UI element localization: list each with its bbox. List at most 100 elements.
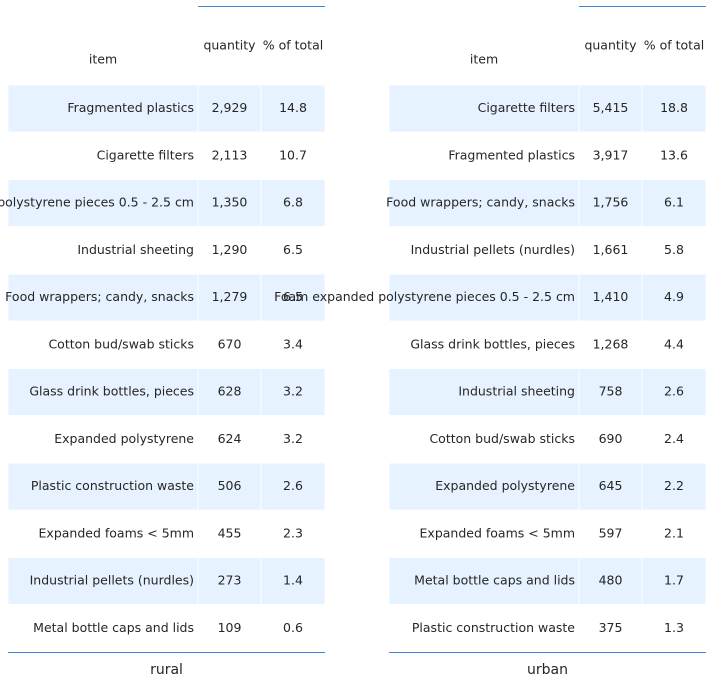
percent-value: 4.9 xyxy=(664,289,684,304)
item-label: Cotton bud/swab sticks xyxy=(429,431,575,446)
table-cell xyxy=(260,604,326,653)
percent-value: 14.8 xyxy=(279,100,307,115)
column-header: quantity xyxy=(584,38,637,53)
item-label: Expanded polystyrene xyxy=(435,478,575,493)
table-cell xyxy=(197,509,262,558)
table-cell xyxy=(197,557,262,606)
table-cell xyxy=(7,557,199,606)
item-label: Metal bottle caps and lids xyxy=(33,620,194,635)
table-cell xyxy=(260,462,326,511)
table-cell xyxy=(578,509,643,558)
table-cell xyxy=(7,226,199,275)
percent-value: 1.3 xyxy=(664,620,684,635)
table-cell xyxy=(197,462,262,511)
table-cell xyxy=(7,604,199,653)
table-cell xyxy=(197,226,262,275)
quantity-value: 758 xyxy=(599,384,623,399)
table-cell xyxy=(260,273,326,322)
quantity-value: 645 xyxy=(599,478,623,493)
table-cell xyxy=(260,415,326,464)
column-header: % of total xyxy=(644,38,704,53)
item-label: Food wrappers; candy, snacks xyxy=(386,195,575,210)
quantity-value: 1,350 xyxy=(212,195,248,210)
percent-value: 6.5 xyxy=(283,289,303,304)
percent-value: 1.4 xyxy=(283,573,303,588)
table-cell xyxy=(641,273,707,322)
table-cell xyxy=(578,415,643,464)
table-cell xyxy=(260,509,326,558)
table-caption: urban xyxy=(527,662,568,678)
table-cell xyxy=(260,557,326,606)
item-label: Industrial pellets (nurdles) xyxy=(411,242,575,257)
table-cell xyxy=(197,84,262,133)
quantity-value: 597 xyxy=(599,525,623,540)
table-cell xyxy=(388,557,580,606)
table-cell xyxy=(260,179,326,228)
quantity-value: 1,756 xyxy=(593,195,629,210)
table-cell xyxy=(641,320,707,369)
quantity-value: 1,661 xyxy=(593,242,629,257)
quantity-value: 2,929 xyxy=(212,100,248,115)
item-label: Foam expanded polystyrene pieces 0.5 - 2… xyxy=(274,289,575,304)
table-cell xyxy=(7,415,199,464)
item-label: Cigarette filters xyxy=(478,100,575,115)
item-label: Foam expanded polystyrene pieces 0.5 - 2… xyxy=(0,195,194,210)
quantity-value: 2,113 xyxy=(212,147,248,162)
percent-value: 2.4 xyxy=(664,431,684,446)
quantity-value: 506 xyxy=(218,478,242,493)
percent-value: 5.8 xyxy=(664,242,684,257)
item-label: Fragmented plastics xyxy=(67,100,194,115)
quantity-value: 5,415 xyxy=(593,100,629,115)
table-cell xyxy=(260,226,326,275)
column-header: % of total xyxy=(263,38,323,53)
percent-value: 4.4 xyxy=(664,336,684,351)
quantity-value: 480 xyxy=(599,573,623,588)
table-cell xyxy=(7,462,199,511)
quantity-value: 1,410 xyxy=(593,289,629,304)
table-cell xyxy=(641,226,707,275)
percent-value: 2.1 xyxy=(664,525,684,540)
item-label: Industrial pellets (nurdles) xyxy=(30,573,194,588)
percent-value: 2.3 xyxy=(283,525,303,540)
percent-value: 2.6 xyxy=(664,384,684,399)
quantity-value: 1,279 xyxy=(212,289,248,304)
column-header: quantity xyxy=(203,38,256,53)
table-cell xyxy=(388,462,580,511)
percent-value: 6.1 xyxy=(664,195,684,210)
quantity-value: 109 xyxy=(218,620,242,635)
table-cell xyxy=(641,509,707,558)
percent-value: 18.8 xyxy=(660,100,688,115)
item-label: Expanded foams < 5mm xyxy=(420,525,575,540)
quantity-value: 670 xyxy=(218,336,242,351)
item-label: Expanded foams < 5mm xyxy=(39,525,194,540)
table-cell xyxy=(7,273,199,322)
table-cell xyxy=(641,604,707,653)
percent-value: 2.6 xyxy=(283,478,303,493)
table-cell xyxy=(578,368,643,417)
item-label: Fragmented plastics xyxy=(448,147,575,162)
table-cell xyxy=(7,368,199,417)
column-header: item xyxy=(470,52,498,67)
table-cell xyxy=(641,557,707,606)
table-caption: rural xyxy=(150,662,183,678)
quantity-value: 624 xyxy=(218,431,242,446)
percent-value: 6.8 xyxy=(283,195,303,210)
quantity-value: 375 xyxy=(599,620,623,635)
item-label: Plastic construction waste xyxy=(31,478,194,493)
table-cell xyxy=(388,226,580,275)
percent-value: 0.6 xyxy=(283,620,303,635)
item-label: Industrial sheeting xyxy=(77,242,194,257)
table-cell xyxy=(388,84,580,133)
table-cell xyxy=(578,462,643,511)
item-label: Expanded polystyrene xyxy=(54,431,194,446)
percent-value: 2.2 xyxy=(664,478,684,493)
percent-value: 3.4 xyxy=(283,336,303,351)
percent-value: 3.2 xyxy=(283,384,303,399)
percent-value: 13.6 xyxy=(660,147,688,162)
percent-value: 6.5 xyxy=(283,242,303,257)
table-cell xyxy=(7,509,199,558)
item-label: Glass drink bottles, pieces xyxy=(29,384,194,399)
percent-value: 1.7 xyxy=(664,573,684,588)
column-header: item xyxy=(89,52,117,67)
